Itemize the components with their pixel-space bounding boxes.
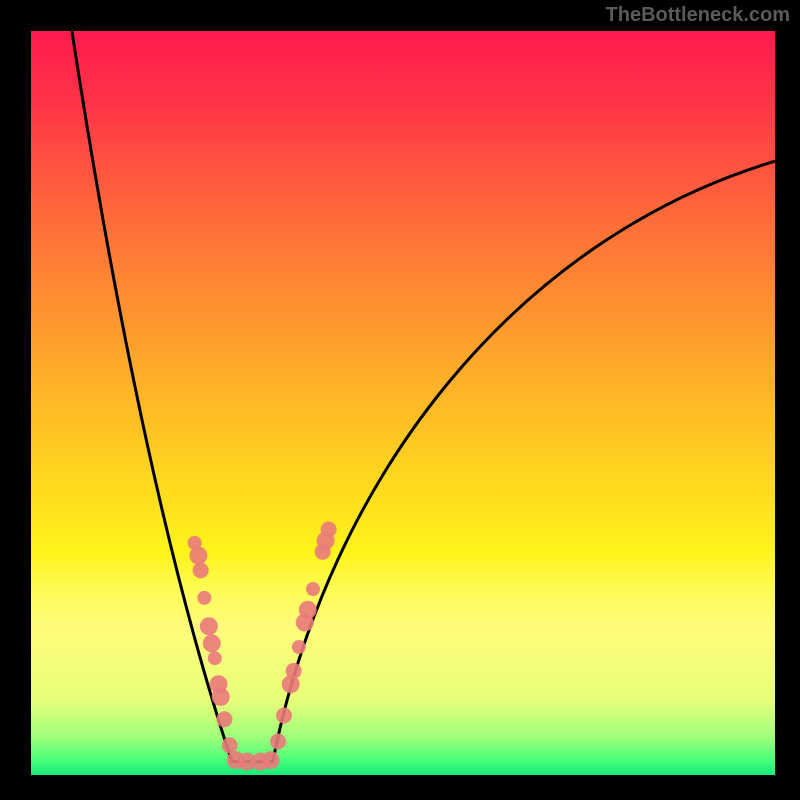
data-point	[306, 582, 320, 596]
data-point	[193, 562, 209, 578]
data-point	[200, 617, 218, 635]
data-point	[222, 737, 238, 753]
data-markers	[188, 521, 337, 770]
data-point	[208, 651, 222, 665]
data-point	[203, 634, 221, 652]
data-point	[299, 601, 317, 619]
data-point	[262, 751, 280, 769]
watermark: TheBottleneck.com	[606, 4, 790, 27]
data-point	[292, 640, 306, 654]
data-point	[270, 734, 286, 750]
chart-svg	[31, 31, 775, 775]
data-point	[212, 688, 230, 706]
data-point	[286, 663, 302, 679]
data-point	[189, 547, 207, 565]
data-point	[197, 591, 211, 605]
plot-area	[31, 31, 775, 775]
bottleneck-curve	[72, 31, 775, 762]
data-point	[321, 521, 337, 537]
data-point	[276, 707, 292, 723]
data-point	[216, 711, 232, 727]
